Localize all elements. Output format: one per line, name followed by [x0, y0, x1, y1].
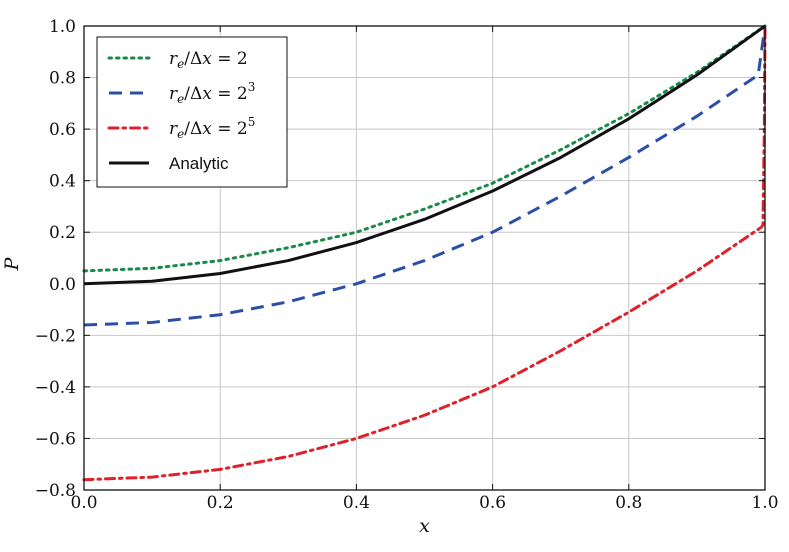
series-line: [82, 24, 767, 482]
legend-label: re/Δx = 2: [169, 49, 248, 71]
y-tick-label: 0.4: [49, 172, 76, 192]
legend: re/Δx = 2 re/Δx = 23 re/Δx = 25 Analytic: [96, 36, 288, 188]
y-tick-label: −0.2: [35, 326, 76, 346]
axis-ticks: 0.0 0.2 0.4 0.6 0.8 1.0 −0.8 −0.6 −0.4 −0.2 0.0 0.2…: [35, 17, 779, 513]
plot-area-frame: [83, 25, 766, 491]
y-tick-label: 0.8: [49, 69, 76, 89]
x-tick-label: 0.6: [479, 493, 506, 513]
y-tick-label: −0.8: [35, 481, 76, 501]
x-tick-label: 0.4: [343, 493, 370, 513]
series-line: [83, 25, 767, 327]
y-tick-label: 0.6: [49, 120, 76, 140]
legend-label: re/Δx = 25: [169, 115, 255, 141]
x-tick-label: 1.0: [751, 493, 778, 513]
y-tick-label: 0.2: [49, 223, 76, 243]
y-tick-label: 1.0: [49, 17, 76, 37]
x-tick-label: 0.2: [207, 493, 234, 513]
plot-series: [82, 24, 767, 482]
legend-label: re/Δx = 23: [169, 80, 255, 106]
legend-label: Analytic: [169, 154, 229, 173]
x-tick-label: 0.8: [615, 493, 642, 513]
y-tick-label: 0.0: [49, 275, 76, 295]
y-tick-label: −0.6: [35, 429, 76, 449]
series-line: [83, 24, 766, 286]
series-line: [82, 24, 767, 273]
y-tick-label: −0.4: [35, 378, 76, 398]
y-axis-label: P: [1, 256, 23, 271]
x-axis-label: x: [419, 515, 430, 537]
x-tick-label: 0.0: [70, 493, 97, 513]
